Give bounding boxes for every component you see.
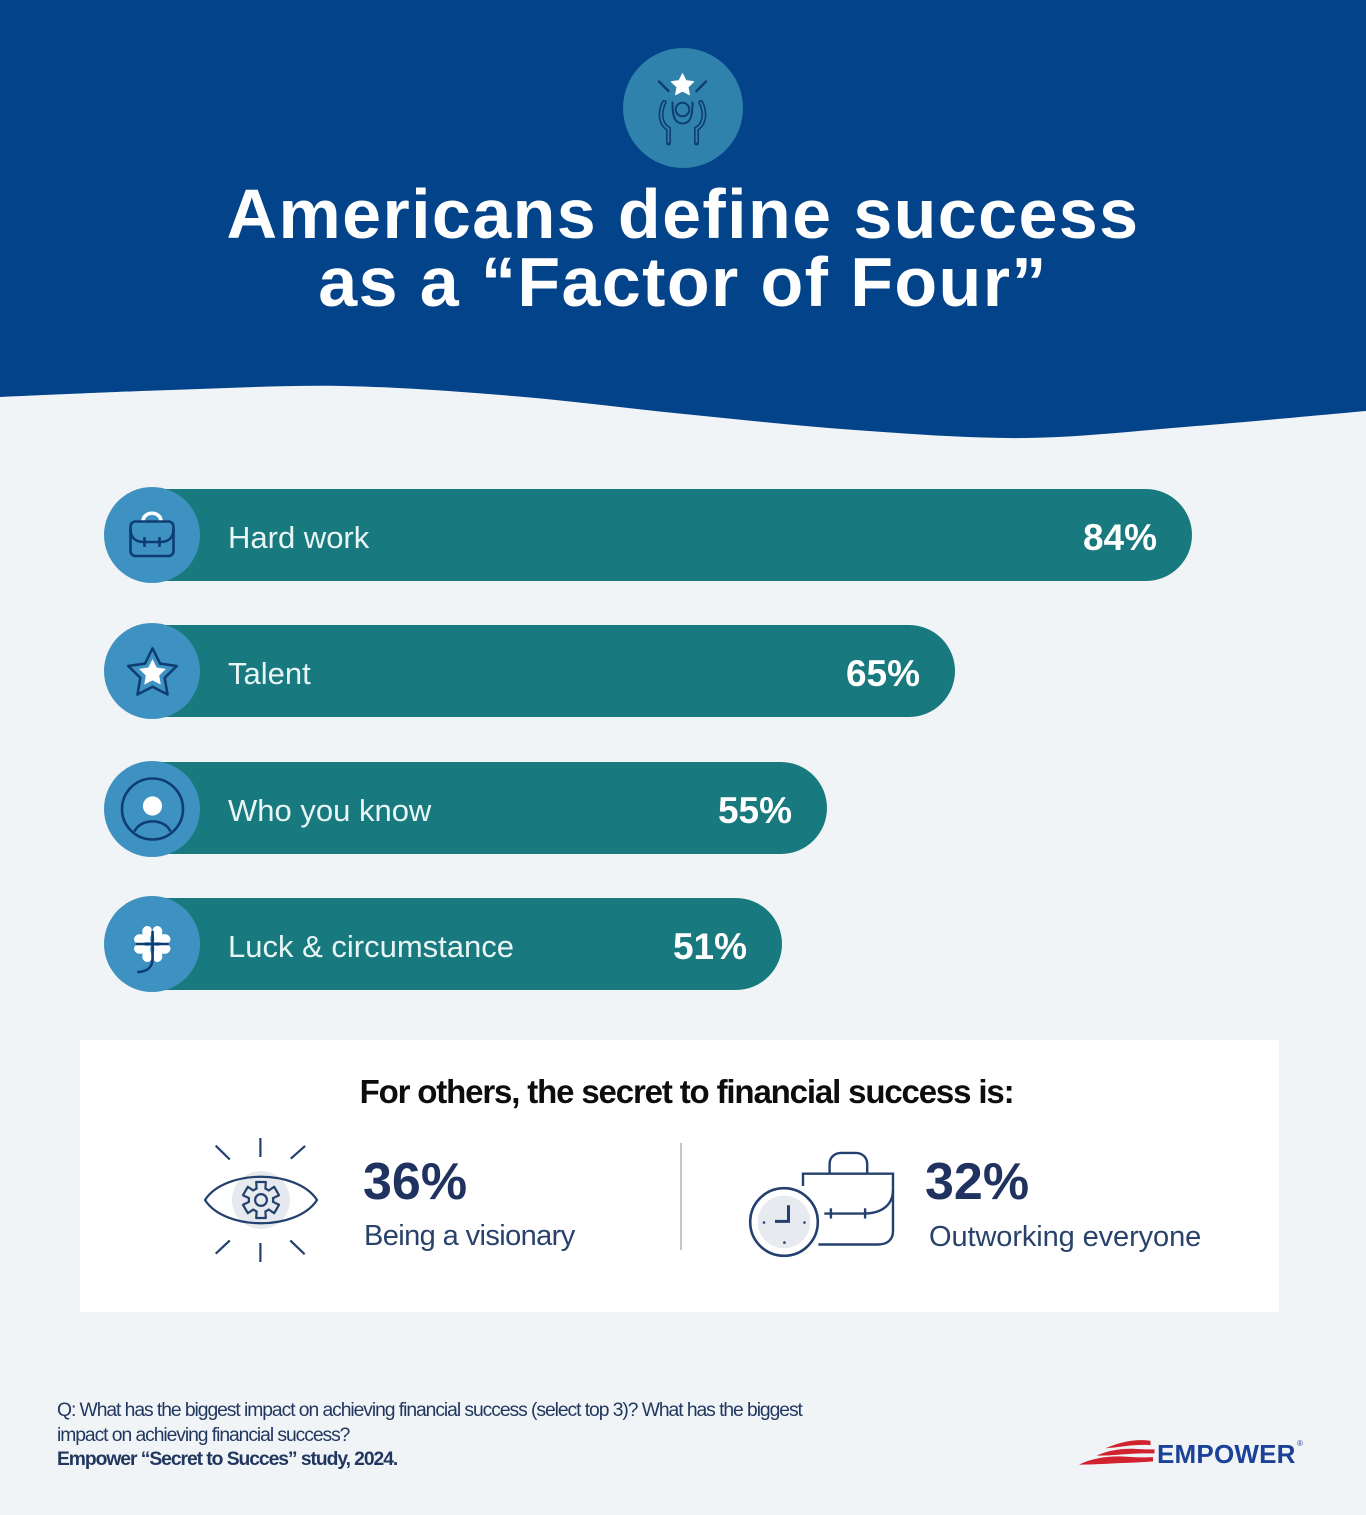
svg-text:EMPOWER: EMPOWER — [1157, 1439, 1296, 1469]
svg-text:®: ® — [1297, 1439, 1303, 1448]
